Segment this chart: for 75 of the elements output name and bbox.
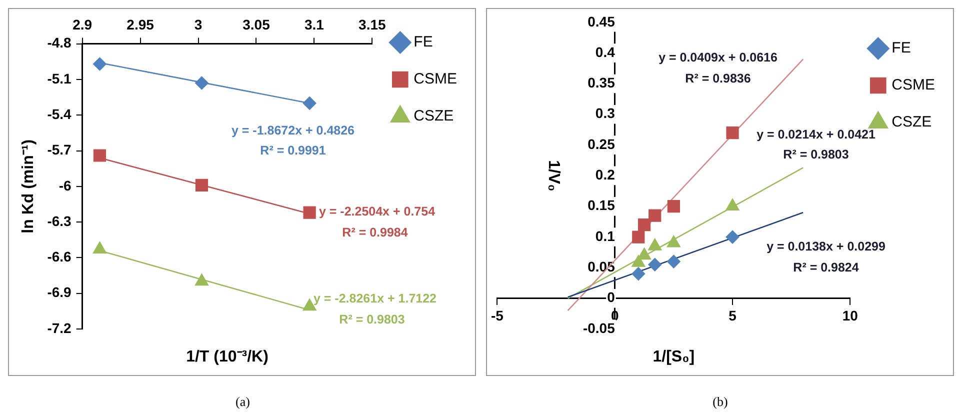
y-tick-label: 0.25 — [587, 136, 615, 152]
y-tick-label: -4.8 — [47, 34, 72, 51]
y-tick-label: 0.1 — [594, 228, 615, 244]
text: (a) — [234, 394, 251, 410]
text: (b) — [712, 394, 729, 410]
legend-label: FE — [891, 40, 910, 57]
annotation: y = 0.0409x + 0.0616 — [658, 50, 777, 64]
point — [195, 274, 208, 286]
annotation: y = 0.0214x + 0.0421 — [756, 127, 875, 142]
y-tick-label: 0.3 — [594, 105, 615, 122]
y-tick-label: -5.7 — [47, 142, 72, 158]
point — [302, 96, 316, 110]
x-tick-label: 2.95 — [126, 16, 154, 32]
legend-label: CSZE — [891, 114, 932, 131]
y-tick-label: -6 — [58, 177, 72, 194]
x-tick-label: 5 — [728, 308, 736, 324]
x-axis-title: 1/T (10⁻³/K) — [186, 348, 268, 366]
x-tick-label: 3 — [194, 16, 202, 32]
y-tick-label: 0.35 — [587, 74, 615, 91]
annotation: R² = 0.9984 — [342, 225, 408, 240]
annotation: R² = 0.9991 — [260, 143, 326, 158]
annotation: y = 0.0138x + 0.0299 — [766, 239, 885, 254]
point — [666, 254, 680, 268]
annotation: R² = 0.9803 — [782, 147, 848, 162]
y-tick-label: 0.05 — [587, 258, 615, 275]
y-tick-label: -6.9 — [47, 284, 72, 300]
point — [666, 200, 680, 213]
x-axis-title: 1/[S₀] — [652, 348, 694, 366]
y-tick-label: -6.3 — [47, 212, 72, 229]
y-axis-title: ln Kd (min⁻¹) — [20, 139, 38, 234]
point — [632, 230, 644, 244]
point — [93, 149, 106, 162]
legend-label: CSZE — [414, 108, 454, 125]
point — [637, 248, 650, 260]
annotation: R² = 0.9836 — [684, 71, 750, 86]
y-tick-label: 0.2 — [594, 166, 615, 183]
y-tick-label: 0 — [606, 289, 615, 306]
annotation: y = -2.8261x + 1.7122 — [313, 291, 437, 306]
annotation: y = -2.2504x + 0.754 — [318, 204, 436, 218]
point — [93, 242, 106, 254]
x-tick-label: 2.9 — [72, 16, 92, 32]
annotation: R² = 0.9803 — [339, 312, 405, 326]
y-tick-label: -5.4 — [47, 106, 72, 122]
point — [195, 178, 208, 192]
point — [725, 198, 739, 211]
y-tick-label: -7.2 — [47, 320, 72, 336]
legend-label: FE — [414, 34, 433, 51]
point — [303, 206, 316, 219]
point — [648, 238, 662, 250]
annotation: y = -1.8672x + 0.4826 — [231, 123, 355, 138]
x-tick-label: 10 — [842, 308, 858, 324]
legend-label: CSME — [891, 76, 935, 94]
point — [648, 258, 662, 272]
x-tick-label: 3.15 — [358, 16, 386, 32]
point — [666, 236, 680, 248]
point — [725, 230, 739, 244]
point — [631, 267, 645, 280]
annotation: R² = 0.9824 — [792, 260, 858, 274]
point — [637, 218, 650, 232]
point — [648, 209, 661, 222]
y-tick-label: 0.4 — [594, 44, 615, 60]
y-axis-title: 1/V₀ — [544, 160, 562, 192]
x-tick-label: -5 — [490, 308, 504, 324]
point — [93, 57, 106, 71]
point — [726, 126, 738, 140]
point — [631, 255, 645, 267]
y-tick-label: -5.1 — [47, 70, 72, 86]
y-tick-label: 0.45 — [587, 13, 615, 30]
x-tick-label: 3.1 — [304, 16, 324, 32]
x-tick-label: 3.05 — [242, 16, 270, 32]
y-tick-label: 0.15 — [587, 197, 615, 214]
point — [195, 76, 208, 90]
legend-label: CSME — [414, 70, 458, 88]
y-tick-label: -0.05 — [582, 320, 615, 336]
y-tick-label: -6.6 — [47, 248, 72, 265]
